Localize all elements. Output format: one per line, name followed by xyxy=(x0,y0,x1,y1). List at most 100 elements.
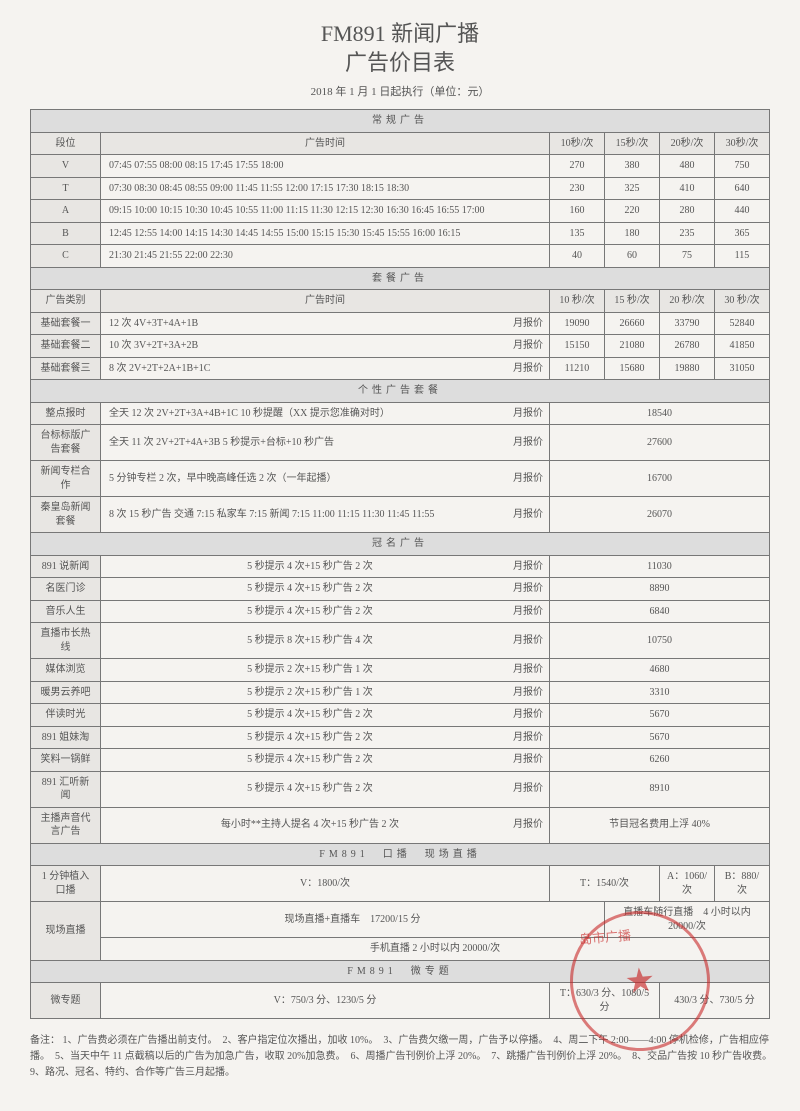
subtitle: 2018 年 1 月 1 日起执行（单位：元） xyxy=(30,83,770,99)
pkg-time: 10 次 3V+2T+3A+2B 月报价 xyxy=(101,335,550,358)
notes-label: 备注： xyxy=(30,1035,60,1046)
live-left: 现场直播+直播车 17200/15 分 xyxy=(101,902,605,938)
p30: 52840 xyxy=(715,312,770,335)
nm-price: 4680 xyxy=(550,659,770,682)
col-p20: 20秒/次 xyxy=(660,132,715,155)
col-p15: 15秒/次 xyxy=(605,132,660,155)
nm-price: 5670 xyxy=(550,704,770,727)
times: 21:30 21:45 21:55 22:00 22:30 xyxy=(101,245,550,268)
pkg-type: 基础套餐二 xyxy=(31,335,101,358)
nm-time: 5 秒提示 4 次+15 秒广告 2 次 月报价 xyxy=(101,555,550,578)
nm-type: 891 汇听新闻 xyxy=(31,771,101,807)
naming-row: 891 姐妹淘5 秒提示 4 次+15 秒广告 2 次 月报价5670 xyxy=(31,726,770,749)
nm-time: 5 秒提示 2 次+15 秒广告 1 次 月报价 xyxy=(101,659,550,682)
micro-row: 微专题 V：750/3 分、1230/5 分 T：630/3 分、1080/5 … xyxy=(31,983,770,1019)
p30: 440 xyxy=(715,200,770,223)
package-row: 基础套餐一12 次 4V+3T+4A+1B 月报价190902666033790… xyxy=(31,312,770,335)
live-row-3: 手机直播 2 小时以内 20000/次 xyxy=(31,938,770,961)
nm-price: 8910 xyxy=(550,771,770,807)
p20: 480 xyxy=(660,155,715,178)
title-line-2: 广告价目表 xyxy=(345,50,455,75)
cust-time: 5 分钟专栏 2 次，早中晚高峰任选 2 次（一年起播） 月报价 xyxy=(101,461,550,497)
p30: 640 xyxy=(715,177,770,200)
regular-row: T07:30 08:30 08:45 08:55 09:00 11:45 11:… xyxy=(31,177,770,200)
nm-type: 名医门诊 xyxy=(31,578,101,601)
naming-row: 891 汇听新闻5 秒提示 4 次+15 秒广告 2 次 月报价8910 xyxy=(31,771,770,807)
cust-time: 8 次 15 秒广告 交通 7:15 私家车 7:15 新闻 7:15 11:0… xyxy=(101,497,550,533)
p10: 11210 xyxy=(550,357,605,380)
live-label: 1 分钟植入口播 xyxy=(31,866,101,902)
nm-time: 5 秒提示 2 次+15 秒广告 1 次 月报价 xyxy=(101,681,550,704)
seg: V xyxy=(31,155,101,178)
price-table: 常规广告 段位 广告时间 10秒/次 15秒/次 20秒/次 30秒/次 V07… xyxy=(30,109,770,1019)
custom-row: 整点报时全天 12 次 2V+2T+3A+4B+1C 10 秒提醒（XX 提示您… xyxy=(31,402,770,425)
pkg-type: 基础套餐三 xyxy=(31,357,101,380)
p15: 380 xyxy=(605,155,660,178)
p10: 19090 xyxy=(550,312,605,335)
p10: 270 xyxy=(550,155,605,178)
p15: 15680 xyxy=(605,357,660,380)
col-p20b: 20 秒/次 xyxy=(660,290,715,313)
p15: 60 xyxy=(605,245,660,268)
seg: C xyxy=(31,245,101,268)
nm-price: 8890 xyxy=(550,578,770,601)
nm-type: 音乐人生 xyxy=(31,600,101,623)
cust-time: 全天 11 次 2V+2T+4A+3B 5 秒提示+台标+10 秒广告 月报价 xyxy=(101,425,550,461)
cust-price: 18540 xyxy=(550,402,770,425)
section-naming: 冠名广告 xyxy=(31,533,770,556)
naming-row: 伴读时光5 秒提示 4 次+15 秒广告 2 次 月报价5670 xyxy=(31,704,770,727)
package-header-row: 广告类别 广告时间 10 秒/次 15 秒/次 20 秒/次 30 秒/次 xyxy=(31,290,770,313)
nm-time: 5 秒提示 4 次+15 秒广告 2 次 月报价 xyxy=(101,771,550,807)
pkg-type: 基础套餐一 xyxy=(31,312,101,335)
nm-type: 891 姐妹淘 xyxy=(31,726,101,749)
price-sheet: { "header": { "title_line1": "FM891 新闻广播… xyxy=(30,20,770,1081)
section-live: FM891 口播 现场直播 xyxy=(31,843,770,866)
naming-row: 音乐人生5 秒提示 4 次+15 秒广告 2 次 月报价6840 xyxy=(31,600,770,623)
section-regular: 常规广告 xyxy=(31,110,770,133)
nm-type: 主播声音代言广告 xyxy=(31,807,101,843)
cust-price: 27600 xyxy=(550,425,770,461)
p15: 325 xyxy=(605,177,660,200)
package-row: 基础套餐三8 次 2V+2T+2A+1B+1C 月报价1121015680198… xyxy=(31,357,770,380)
p10: 135 xyxy=(550,222,605,245)
p20: 75 xyxy=(660,245,715,268)
nm-price: 11030 xyxy=(550,555,770,578)
p20: 33790 xyxy=(660,312,715,335)
nm-time: 5 秒提示 4 次+15 秒广告 2 次 月报价 xyxy=(101,704,550,727)
cust-price: 26070 xyxy=(550,497,770,533)
col-p15b: 15 秒/次 xyxy=(605,290,660,313)
nm-time: 5 秒提示 4 次+15 秒广告 2 次 月报价 xyxy=(101,726,550,749)
p20: 26780 xyxy=(660,335,715,358)
nm-type: 暖男云养吧 xyxy=(31,681,101,704)
nm-type: 直播市长热线 xyxy=(31,623,101,659)
live-row-2: 现场直播 现场直播+直播车 17200/15 分 直播车随行直播 4 小时以内 … xyxy=(31,902,770,938)
seg: A xyxy=(31,200,101,223)
custom-row: 新闻专栏合作5 分钟专栏 2 次，早中晚高峰任选 2 次（一年起播） 月报价16… xyxy=(31,461,770,497)
col-type: 广告类别 xyxy=(31,290,101,313)
regular-row: V07:45 07:55 08:00 08:15 17:45 17:55 18:… xyxy=(31,155,770,178)
regular-row: B12:45 12:55 14:00 14:15 14:30 14:45 14:… xyxy=(31,222,770,245)
naming-row: 891 说新闻5 秒提示 4 次+15 秒广告 2 次 月报价11030 xyxy=(31,555,770,578)
cust-time: 全天 12 次 2V+2T+3A+4B+1C 10 秒提醒（XX 提示您准确对时… xyxy=(101,402,550,425)
times: 09:15 10:00 10:15 10:30 10:45 10:55 11:0… xyxy=(101,200,550,223)
p30: 41850 xyxy=(715,335,770,358)
p20: 280 xyxy=(660,200,715,223)
p20: 235 xyxy=(660,222,715,245)
p10: 15150 xyxy=(550,335,605,358)
p10: 230 xyxy=(550,177,605,200)
col-time2: 广告时间 xyxy=(101,290,550,313)
p20: 19880 xyxy=(660,357,715,380)
pkg-time: 12 次 4V+3T+4A+1B 月报价 xyxy=(101,312,550,335)
title-line-1: FM891 新闻广播 xyxy=(321,21,479,46)
nm-price: 节目冠名费用上浮 40% xyxy=(550,807,770,843)
nm-time: 5 秒提示 4 次+15 秒广告 2 次 月报价 xyxy=(101,578,550,601)
nm-price: 3310 xyxy=(550,681,770,704)
nm-time: 5 秒提示 4 次+15 秒广告 2 次 月报价 xyxy=(101,600,550,623)
live-full: 手机直播 2 小时以内 20000/次 xyxy=(101,938,770,961)
nm-price: 5670 xyxy=(550,726,770,749)
micro-t: T：630/3 分、1080/5 分 xyxy=(550,983,660,1019)
live-label2: 现场直播 xyxy=(31,902,101,961)
live-right: 直播车随行直播 4 小时以内 20000/次 xyxy=(605,902,770,938)
naming-row: 媒体浏览5 秒提示 2 次+15 秒广告 1 次 月报价4680 xyxy=(31,659,770,682)
p20: 410 xyxy=(660,177,715,200)
